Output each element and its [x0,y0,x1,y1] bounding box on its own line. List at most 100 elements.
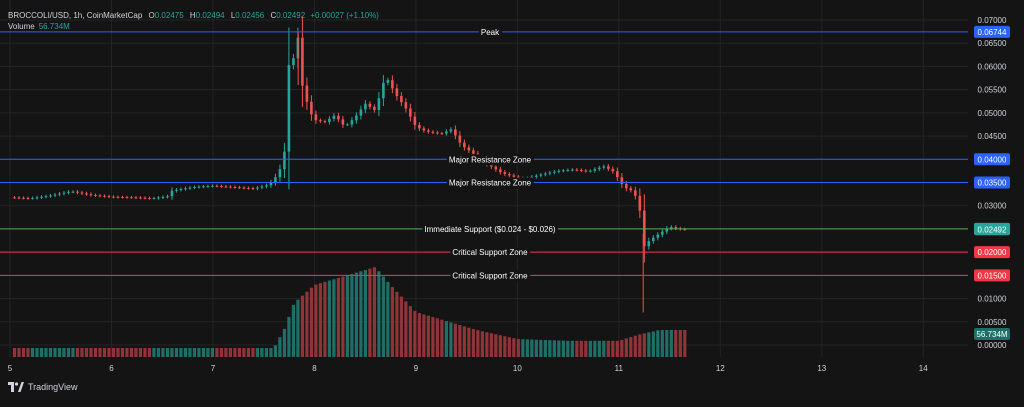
candle-body [319,120,322,122]
volume-bar [575,340,579,357]
volume-bar [282,328,287,357]
volume-bar [255,348,260,357]
volume-bar [449,322,453,357]
candle-body [314,114,318,121]
candle-body [332,115,336,119]
candle-body [49,195,52,197]
volume-bar [170,348,174,357]
candle-body [98,195,102,197]
open-value: 0.02475 [154,11,184,20]
volume-bar [264,348,269,357]
level-price-tag [974,153,1010,166]
volume-bar [210,348,215,357]
candle-body [350,120,354,125]
volume-bar [359,271,363,357]
volume-bar [192,348,197,357]
candle-body [265,185,268,187]
y-tick-label: 0.06500 [978,39,1007,48]
y-tick-label: 0.05500 [978,86,1007,95]
candle-body [206,186,210,188]
volume-bar [543,339,547,357]
volume-bar [129,348,134,357]
candle-body [508,174,511,176]
volume-bar [480,331,484,357]
candle-body [373,106,376,110]
candle-body [499,169,502,173]
x-tick-label: 9 [414,364,419,373]
volume-bar [561,340,565,357]
volume-bar [435,318,439,357]
candle-body [292,58,295,66]
volume-bar [354,272,358,357]
volume-bar [251,348,255,357]
volume-bar [593,340,597,357]
volume-bar [291,304,296,357]
symbol-label[interactable]: BROCCOLI/USD, 1h, CoinMarketCap [8,11,143,20]
candle-body [643,210,646,247]
candle-body [377,98,381,110]
candle-body [539,174,543,176]
candle-body [391,80,394,89]
volume-bar [494,334,498,357]
tradingview-logo[interactable]: TradingView [8,382,78,392]
volume-bar [35,348,39,357]
y-tick-label: 0.06000 [978,62,1007,71]
volume-bar [516,339,520,357]
candle-body [395,88,399,97]
volume-bar [417,313,421,357]
candle-body [193,187,196,189]
volume-bar [21,348,26,357]
candle-body [584,170,588,172]
volume-legend[interactable]: Volume 56.734M [8,22,70,31]
volume-bar [660,330,664,357]
candle-body [512,175,516,177]
volume-bar [242,348,246,357]
x-tick-label: 11 [615,364,624,373]
volume-bar [377,271,381,357]
candle-body [202,186,205,188]
level-label-bg [422,223,558,235]
level-price-label: 0.03500 [978,179,1007,188]
level-price-label: 0.04000 [978,155,1007,164]
candle-body [652,237,655,242]
candle-body [400,96,403,103]
candle-body [134,197,138,199]
candle-body [112,196,115,198]
y-tick-label: 0.04500 [978,132,1007,141]
y-tick-label: 0.00000 [978,341,1007,350]
candle-body [517,176,520,178]
candle-body [143,197,147,199]
volume-bar [125,348,129,357]
candle-body [683,229,687,231]
candle-body [238,187,241,189]
candle-body [22,197,25,199]
low-value: 0.02456 [235,11,265,20]
candle-body [269,182,273,186]
candle-body [233,186,237,188]
volume-bar [188,348,192,357]
volume-bar [521,339,525,357]
level-label-bg [478,26,503,38]
volume-label: Volume [8,22,35,31]
high-value: 0.02494 [195,11,225,20]
candle-body [494,166,498,170]
candle-body [53,194,57,196]
candle-body [211,185,214,187]
candle-body [215,185,219,187]
candle-body [274,177,277,183]
candle-body [440,133,444,135]
volume-bar [44,348,48,357]
volume-bar [102,348,107,357]
volume-bar [98,348,102,357]
candle-body [503,172,507,175]
volume-bar [588,340,592,357]
candle-body [278,169,282,178]
volume-bar [395,291,399,357]
x-tick-label: 5 [8,364,13,373]
candle-body [436,132,439,134]
candle-body [427,130,430,132]
volume-bar [368,268,372,357]
candle-body [382,82,385,99]
